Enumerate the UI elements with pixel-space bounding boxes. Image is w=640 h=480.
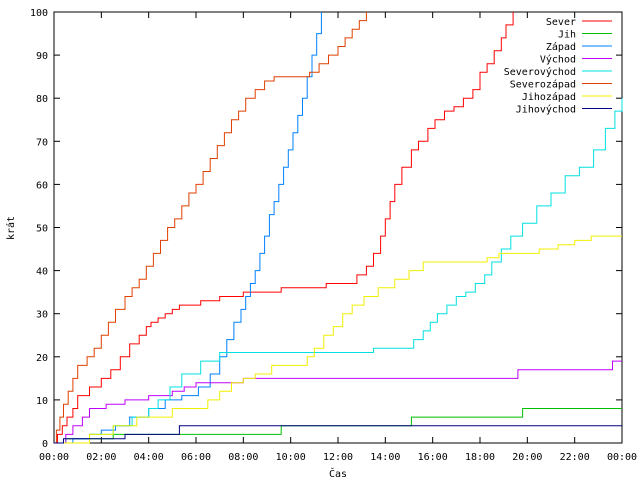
x-tick-label: 06:00 (181, 452, 211, 463)
x-tick-label: 00:00 (39, 452, 69, 463)
x-tick-label: 20:00 (512, 452, 542, 463)
series-lines (54, 12, 623, 444)
legend-label: Jihozápad (522, 91, 576, 103)
legend-label: Východ (540, 54, 576, 66)
x-tick-label: 14:00 (370, 452, 400, 463)
y-tick-label: 30 (36, 310, 48, 321)
legend: Sever JihZápadVýchodSeverovýchodSeverozáp… (504, 17, 612, 116)
legend-label: Severovýchod (504, 66, 576, 78)
y-tick-label: 50 (36, 224, 48, 235)
series-line-0 (54, 12, 514, 444)
series-line-4 (54, 98, 623, 444)
legend-label: Západ (546, 41, 576, 53)
x-tick-label: 04:00 (134, 452, 164, 463)
legend-label: Sever (546, 17, 576, 28)
x-tick-label: 02:00 (86, 452, 116, 463)
series-line-7 (54, 425, 622, 444)
x-tick-label: 22:00 (560, 452, 590, 463)
y-tick-label: 0 (42, 439, 48, 450)
x-tick-label: 00:00 (607, 452, 637, 463)
legend-label: Severozápad (510, 79, 576, 91)
y-tick-label: 100 (30, 8, 48, 19)
x-tick-label: 12:00 (323, 452, 353, 463)
y-axis-label: krát (5, 216, 17, 240)
y-tick-label: 40 (36, 267, 48, 278)
legend-label: Jih (558, 30, 576, 41)
y-tick-label: 60 (36, 180, 48, 191)
x-tick-label: 10:00 (276, 452, 306, 463)
y-tick-label: 70 (36, 137, 48, 148)
x-axis-label: Čas (329, 467, 347, 480)
x-axis: 00:00 02:00 04:00 06:00 08:00 10:00 12:00 14:00… (39, 12, 637, 463)
y-tick-label: 10 (36, 396, 48, 407)
y-tick-label: 80 (36, 94, 48, 105)
x-tick-label: 18:00 (465, 452, 495, 463)
legend-label: Jihovýchod (516, 104, 576, 116)
x-tick-label: 16:00 (418, 452, 448, 463)
x-tick-label: 08:00 (228, 452, 258, 463)
series-line-5 (54, 12, 367, 444)
series-line-3 (54, 360, 622, 444)
y-tick-label: 90 (36, 51, 48, 62)
y-axis: 0 10 20 30 40 50 60 70 80 90 100 (30, 8, 622, 450)
series-line-6 (54, 235, 622, 444)
y-tick-label: 20 (36, 353, 48, 364)
